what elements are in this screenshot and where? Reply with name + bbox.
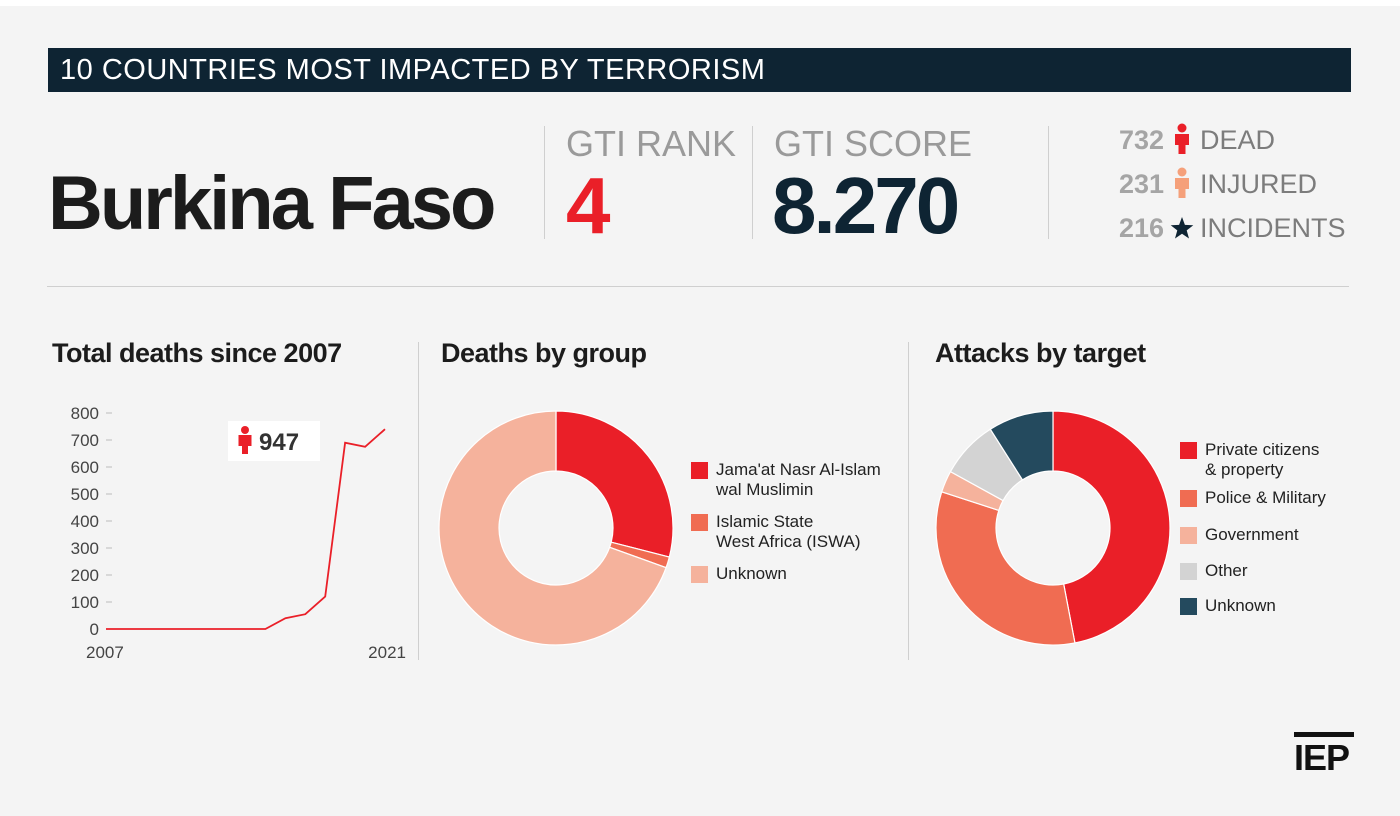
legend-label: Unknown	[1205, 596, 1276, 615]
divider	[908, 342, 909, 660]
group-chart-title: Deaths by group	[441, 338, 647, 368]
x-tick-label: 2021	[368, 643, 406, 662]
person-icon	[1175, 123, 1189, 154]
kpi-injured-label: INJURED	[1200, 169, 1318, 199]
attacks-by-target-donut	[935, 410, 1171, 646]
y-tick-label: 200	[71, 566, 99, 585]
banner-title: 10 COUNTRIES MOST IMPACTED BY TERRORISM	[60, 54, 766, 86]
y-tick-label: 700	[71, 431, 99, 450]
legend-swatch	[1180, 490, 1197, 507]
kpi-injured: 231	[1100, 167, 1164, 201]
y-tick-label: 800	[71, 404, 99, 423]
target-chart-title: Attacks by target	[935, 338, 1146, 368]
donut-slice	[935, 491, 1076, 646]
x-tick-label: 2007	[86, 643, 124, 662]
deaths-callout-value: 947	[259, 429, 299, 456]
donut-slice	[989, 410, 1054, 481]
y-tick-label: 600	[71, 458, 99, 477]
legend-label: Islamic State West Africa (ISWA)	[716, 512, 861, 551]
deaths-line-chart: 800 700 600 500 400 300 200 100 0 2007 2021 947	[71, 404, 406, 662]
divider	[418, 342, 419, 660]
country-name: Burkina Faso	[48, 161, 496, 246]
divider	[1048, 126, 1049, 239]
logo-text: IEP	[1294, 737, 1350, 778]
y-tick-label: 400	[71, 512, 99, 531]
gti-score-value: 8.270	[772, 161, 960, 250]
deaths-by-group-donut	[438, 410, 674, 646]
infographic-page: 10 COUNTRIES MOST IMPACTED BY TERRORISM …	[0, 6, 1400, 816]
kpi-dead-value: 732	[1118, 125, 1164, 155]
legend-swatch	[1180, 563, 1197, 580]
person-icon	[1175, 167, 1189, 198]
legend-label: Jama'at Nasr Al-Islam wal Muslimin	[716, 460, 881, 499]
gti-rank-label: GTI RANK	[566, 123, 737, 164]
person-icon	[238, 426, 252, 454]
legend-swatch	[691, 462, 708, 479]
section-divider	[47, 286, 1349, 287]
kpi-incidents-value: 216	[1118, 213, 1164, 243]
kpi-incidents: 216	[1100, 211, 1164, 245]
donut-slice	[555, 410, 674, 558]
legend-label: Unknown	[716, 564, 787, 583]
divider	[752, 126, 753, 239]
divider	[544, 126, 545, 239]
legend-swatch	[1180, 598, 1197, 615]
legend-swatch	[1180, 442, 1197, 459]
y-tick-label: 300	[71, 539, 99, 558]
kpi-incidents-label: INCIDENTS	[1200, 213, 1346, 243]
header-banner: 10 COUNTRIES MOST IMPACTED BY TERRORISM	[48, 48, 1351, 92]
kpi-dead: 732	[1100, 123, 1164, 157]
donut-slice	[1052, 410, 1171, 644]
legend-swatch	[691, 566, 708, 583]
legend-label: Police & Military	[1205, 488, 1326, 507]
star-icon	[1170, 217, 1194, 239]
iep-logo: IEP	[1294, 732, 1354, 780]
donut-slice	[438, 410, 667, 646]
legend-label: Government	[1205, 525, 1299, 544]
logo-rule	[1294, 732, 1354, 737]
legend-label: Other	[1205, 561, 1248, 580]
gti-rank-value: 4	[566, 161, 611, 250]
kpi-injured-value: 231	[1118, 169, 1164, 199]
y-tick-label: 100	[71, 593, 99, 612]
legend-swatch	[1180, 527, 1197, 544]
deaths-callout: 947	[228, 421, 320, 461]
kpi-dead-label: DEAD	[1200, 125, 1276, 155]
y-tick-label: 500	[71, 485, 99, 504]
y-tick-label: 0	[90, 620, 99, 639]
legend-label: Private citizens & property	[1205, 440, 1320, 479]
gti-score-label: GTI SCORE	[774, 123, 973, 164]
line-chart-title: Total deaths since 2007	[52, 338, 342, 368]
legend-swatch	[691, 514, 708, 531]
